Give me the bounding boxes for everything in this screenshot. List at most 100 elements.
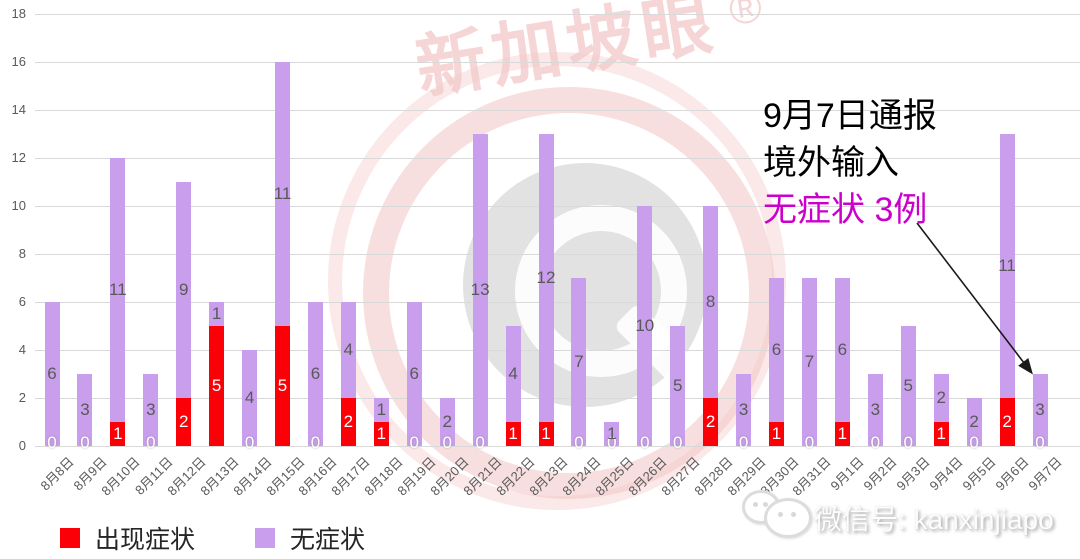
annotation-line-3: 无症状 3例 (763, 191, 928, 229)
bar-value-symptomatic: 2 (1002, 412, 1012, 431)
bar-value-asymptomatic: 4 (244, 388, 255, 407)
bar-value-asymptomatic: 10 (635, 316, 655, 335)
bar-value-asymptomatic: 6 (310, 364, 321, 383)
y-axis-label: 18 (11, 6, 26, 21)
bar-value-asymptomatic: 1 (607, 424, 617, 443)
y-axis-label: 8 (18, 246, 26, 261)
bar-value-symptomatic: 5 (211, 376, 222, 395)
bar-value-asymptomatic: 11 (998, 256, 1016, 275)
bar-value-symptomatic: 0 (640, 433, 650, 452)
bar-value-symptomatic: 2 (705, 412, 716, 431)
legend-item-asymptomatic: 无症状 (255, 520, 365, 556)
y-axis-label: 12 (11, 150, 26, 165)
bar-asymptomatic (110, 158, 126, 422)
bar-asymptomatic (769, 278, 785, 422)
bar-asymptomatic (538, 134, 554, 422)
bar-asymptomatic (966, 398, 982, 446)
bar-value-symptomatic: 0 (47, 433, 57, 452)
gridline (35, 254, 1080, 255)
bar-value-asymptomatic: 4 (508, 364, 518, 383)
bar-value-symptomatic: 2 (343, 412, 354, 431)
bar-value-symptomatic: 1 (376, 424, 387, 443)
asymptomatic-swatch-icon (255, 528, 276, 548)
bar-symptomatic (275, 326, 291, 446)
bar-symptomatic (110, 422, 126, 446)
bar-value-symptomatic: 1 (771, 424, 782, 443)
bar-asymptomatic (736, 374, 752, 446)
bar-value-symptomatic: 0 (574, 433, 584, 452)
bar-value-asymptomatic: 6 (837, 340, 848, 359)
bar-value-symptomatic: 0 (409, 433, 419, 452)
bar-value-asymptomatic: 6 (771, 340, 782, 359)
bar-asymptomatic (77, 374, 93, 446)
bar-value-asymptomatic: 1 (376, 400, 387, 419)
bar-symptomatic (373, 422, 389, 446)
bar-value-symptomatic: 0 (969, 433, 979, 452)
bar-asymptomatic (801, 278, 817, 446)
bar-asymptomatic (505, 326, 521, 422)
annotation: 9月7日通报 境外输入 无症状 3例 (763, 93, 937, 234)
bar-value-symptomatic: 0 (442, 433, 452, 452)
bar-asymptomatic (406, 302, 422, 446)
bar-asymptomatic (275, 62, 291, 326)
bar-asymptomatic (703, 206, 719, 398)
bar-value-asymptomatic: 6 (409, 364, 419, 383)
bar-value-asymptomatic: 7 (804, 352, 815, 371)
bar-symptomatic (703, 398, 719, 446)
gridline (35, 302, 1080, 303)
annotation-line-1: 9月7日通报 (763, 97, 937, 135)
bar-value-asymptomatic: 11 (273, 184, 292, 203)
y-axis-label: 4 (18, 342, 26, 357)
bar-asymptomatic (340, 302, 356, 398)
bar-asymptomatic (307, 302, 323, 446)
y-axis-label: 0 (18, 438, 26, 453)
bar-asymptomatic (439, 398, 455, 446)
bar-value-asymptomatic: 7 (574, 352, 584, 371)
bar-value-asymptomatic: 3 (870, 400, 881, 419)
bar-value-symptomatic: 0 (1035, 433, 1045, 452)
bar-value-asymptomatic: 5 (672, 376, 683, 395)
bar-value-symptomatic: 1 (113, 424, 123, 443)
bar-value-symptomatic: 0 (738, 433, 749, 452)
y-axis-label: 2 (18, 390, 26, 405)
bar-symptomatic (340, 398, 356, 446)
bar-symptomatic (999, 398, 1015, 446)
y-axis-label: 6 (18, 294, 26, 309)
bar-value-symptomatic: 1 (936, 424, 946, 443)
bar-symptomatic (933, 422, 949, 446)
wechat-handle: 微信号: kanxinjiapo (814, 504, 1054, 535)
bar-value-symptomatic: 0 (870, 433, 881, 452)
bar-asymptomatic (604, 422, 620, 446)
bar-symptomatic (505, 422, 521, 446)
bar-asymptomatic (834, 278, 850, 422)
legend-label-symptomatic: 出现症状 (95, 526, 196, 554)
bar-value-asymptomatic: 3 (146, 400, 156, 419)
wechat-bubble-large-icon (764, 498, 812, 538)
bar-value-symptomatic: 1 (837, 424, 848, 443)
bar-value-symptomatic: 0 (903, 433, 913, 452)
bar-symptomatic (769, 422, 785, 446)
bar-symptomatic (176, 398, 192, 446)
gridline (35, 110, 1080, 111)
y-axis-label: 16 (11, 54, 26, 69)
bar-value-asymptomatic: 8 (705, 292, 716, 311)
bar-asymptomatic (472, 134, 488, 446)
bar-value-asymptomatic: 9 (178, 280, 189, 299)
bar-value-symptomatic: 0 (804, 433, 815, 452)
bar-asymptomatic (637, 206, 653, 446)
legend-label-asymptomatic: 无症状 (290, 526, 366, 554)
gridline (35, 14, 1080, 15)
gridline (35, 398, 1080, 399)
bar-value-symptomatic: 0 (80, 433, 90, 452)
bar-value-asymptomatic: 2 (936, 388, 946, 407)
gridline (35, 158, 1080, 159)
bar-asymptomatic (373, 398, 389, 422)
wechat-watermark: 微信号: kanxinjiapo (742, 480, 1080, 550)
bar-symptomatic (538, 422, 554, 446)
bar-value-symptomatic: 0 (607, 433, 617, 452)
bar-asymptomatic (242, 350, 258, 446)
bar-value-asymptomatic: 6 (47, 364, 57, 383)
bar-value-asymptomatic: 4 (343, 340, 354, 359)
bar-asymptomatic (143, 374, 159, 446)
